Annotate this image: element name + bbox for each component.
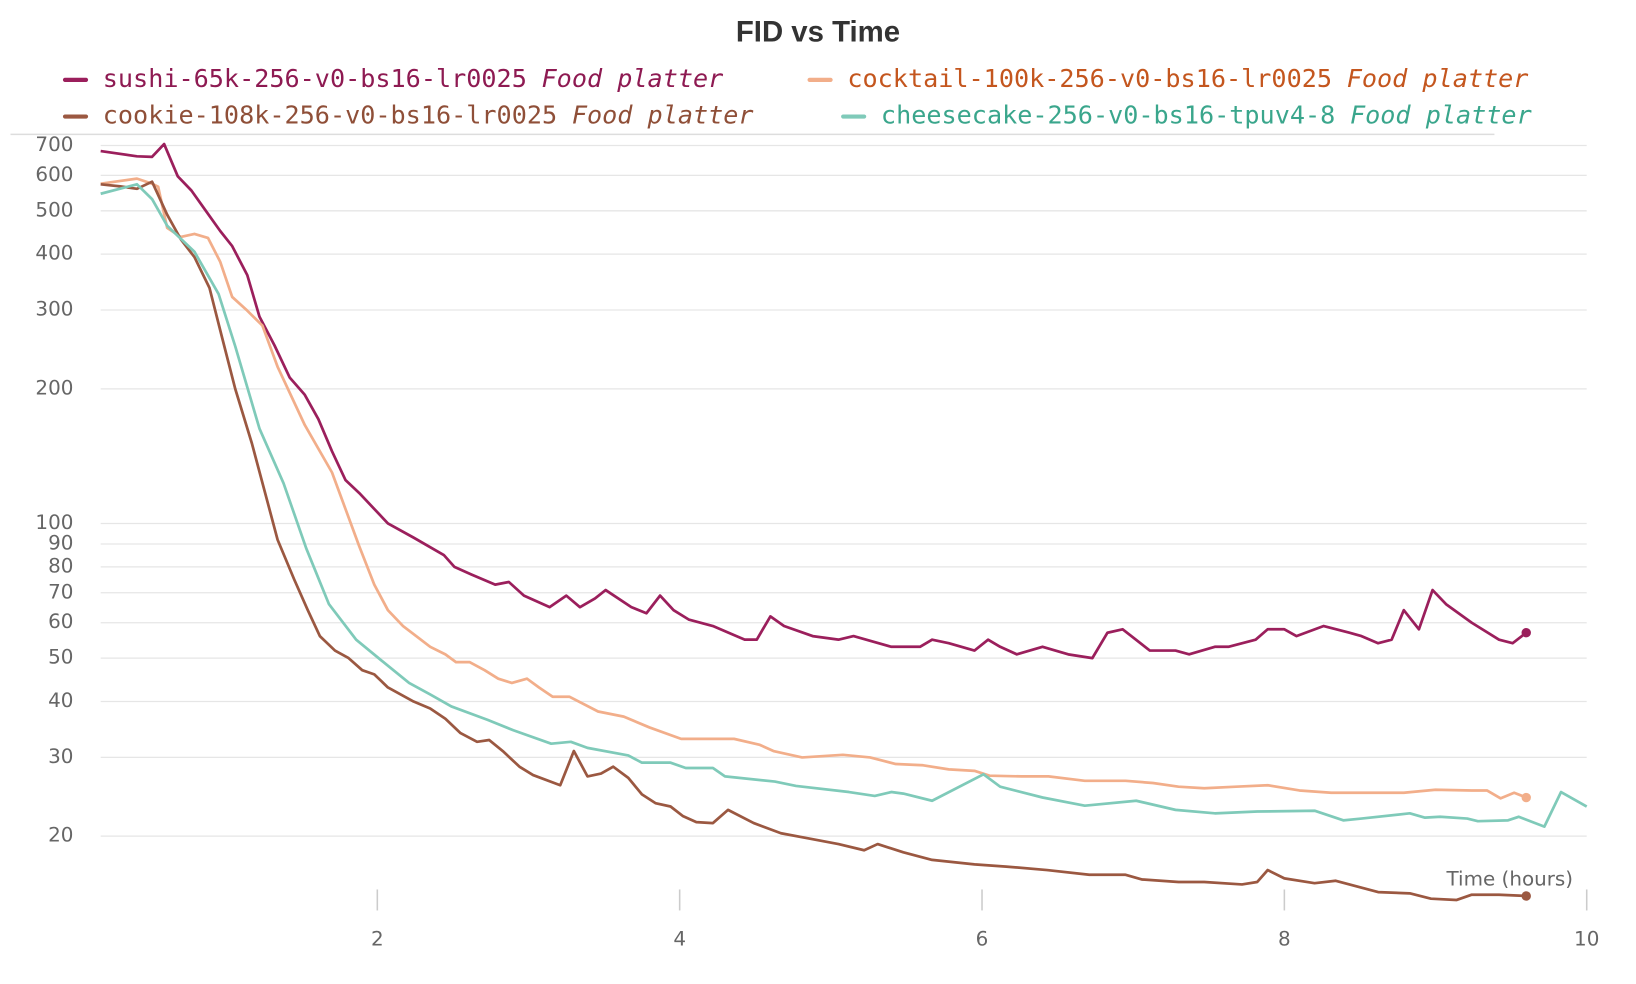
y-tick-label: 60: [48, 610, 73, 633]
y-tick-label: 40: [48, 689, 73, 712]
legend-group: Food platter: [1350, 101, 1532, 130]
y-tick-label: 300: [35, 298, 73, 321]
y-tick-label: 90: [48, 531, 73, 554]
x-tick-label: 4: [673, 927, 686, 950]
legend-group: Food platter: [1347, 64, 1529, 93]
y-tick-label: 70: [48, 580, 73, 603]
y-tick-label: 500: [35, 198, 73, 221]
x-tick-label: 6: [976, 927, 989, 950]
legend-group: Food platter: [542, 64, 724, 93]
x-axis-label: Time (hours): [1446, 868, 1574, 891]
legend-name: cocktail-100k-256-v0-bs16-lr0025: [847, 64, 1332, 93]
legend-name: cookie-108k-256-v0-bs16-lr0025: [103, 101, 557, 130]
legend-name: cheesecake-256-v0-bs16-tpuv4-8: [881, 101, 1335, 130]
y-tick-label: 700: [35, 133, 73, 156]
y-tick-label: 200: [35, 376, 73, 399]
y-tick-label: 400: [35, 242, 73, 265]
end-marker: [1521, 627, 1531, 638]
legend-entry: cocktail-100k-256-v0-bs16-lr0025 Food pla…: [847, 64, 1528, 93]
x-tick-label: 10: [1574, 927, 1599, 950]
legend-entry: cheesecake-256-v0-bs16-tpuv4-8 Food platt…: [881, 101, 1532, 130]
x-tick-label: 8: [1278, 927, 1291, 950]
y-tick-label: 20: [48, 824, 73, 847]
x-tick-label: 2: [371, 927, 384, 950]
chart-title: FID vs Time: [736, 15, 900, 48]
end-marker: [1521, 792, 1531, 803]
y-tick-label: 30: [48, 745, 73, 768]
series-line: [100, 180, 1527, 902]
end-marker: [1521, 891, 1531, 901]
y-tick-label: 80: [48, 554, 73, 577]
legend-entry: sushi-65k-256-v0-bs16-lr0025 Food platter: [103, 64, 724, 93]
series-line: [100, 182, 1588, 829]
legend-entry: cookie-108k-256-v0-bs16-lr0025 Food platt…: [103, 101, 754, 130]
series-line: [100, 177, 1527, 800]
series-line: [100, 142, 1528, 660]
legend-name: sushi-65k-256-v0-bs16-lr0025: [103, 64, 527, 93]
y-tick-label: 50: [48, 646, 73, 669]
y-tick-label: 600: [35, 163, 73, 186]
legend-group: Food platter: [572, 101, 754, 130]
y-tick-label: 100: [35, 511, 73, 534]
